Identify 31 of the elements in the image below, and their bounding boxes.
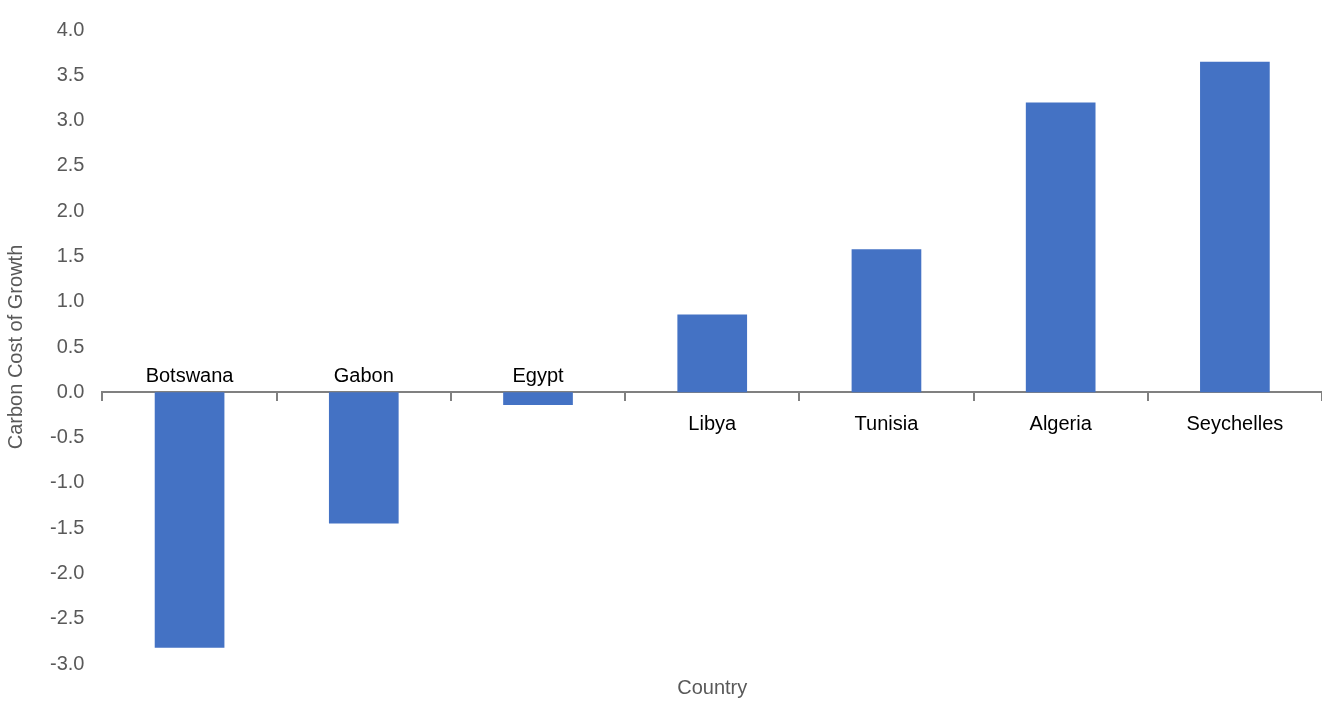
y-tick-label: 0.0: [56, 379, 85, 402]
x-tick-label: Gabon: [333, 363, 394, 386]
y-tick-label: 2.0: [56, 198, 85, 221]
y-axis-title: Carbon Cost of Growth: [3, 244, 26, 450]
y-tick-label: -2.0: [49, 560, 85, 583]
y-tick-label: 3.5: [56, 62, 85, 85]
y-tick-label: -1.0: [49, 470, 85, 493]
y-tick-label: 2.5: [56, 153, 85, 176]
x-tick-label: Egypt: [512, 363, 565, 386]
y-tick-label: -0.5: [49, 425, 85, 448]
y-tick-label: 1.5: [56, 243, 85, 266]
y-tick-label: -3.0: [49, 651, 85, 674]
x-tick-label: Libya: [688, 411, 738, 434]
y-tick-label: 1.0: [56, 289, 85, 312]
y-tick-label: 3.0: [56, 108, 85, 131]
y-tick-label: 4.0: [56, 17, 85, 40]
y-tick-label: -1.5: [49, 515, 85, 538]
bar: [328, 392, 399, 524]
y-tick-label: -2.5: [49, 606, 85, 629]
bar: [1025, 102, 1096, 393]
bar: [677, 314, 748, 393]
x-axis-title: Country: [677, 675, 748, 698]
x-tick-label: Seychelles: [1186, 411, 1284, 434]
bar: [154, 392, 225, 648]
bar: [503, 392, 573, 405]
x-tick-label: Algeria: [1029, 411, 1093, 434]
bar: [851, 249, 922, 393]
x-tick-label: Tunisia: [854, 411, 920, 434]
bar: [1200, 61, 1270, 393]
y-tick-label: 0.5: [56, 334, 85, 357]
x-tick-label: Botswana: [145, 363, 235, 386]
